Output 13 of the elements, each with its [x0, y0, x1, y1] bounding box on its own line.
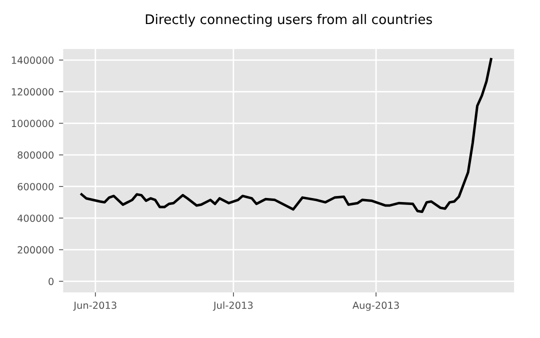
y-tick-label: 800000 [18, 151, 54, 159]
y-tick-label: 0 [48, 278, 54, 286]
x-tick-label: Aug-2013 [352, 302, 399, 311]
chart-title: Directly connecting users from all countries [146, 14, 432, 27]
y-tick-label: 1200000 [12, 88, 54, 96]
line-series [80, 58, 492, 214]
y-tick-label: 1400000 [12, 56, 54, 64]
y-tick-label: 400000 [18, 214, 54, 222]
y-tick-label: 600000 [18, 182, 54, 190]
y-tick-label: 200000 [18, 246, 54, 254]
x-tick-label: Jun-2013 [73, 302, 116, 311]
y-tick-label: 1000000 [12, 120, 54, 128]
x-tick-label: Jul-2013 [212, 301, 253, 311]
